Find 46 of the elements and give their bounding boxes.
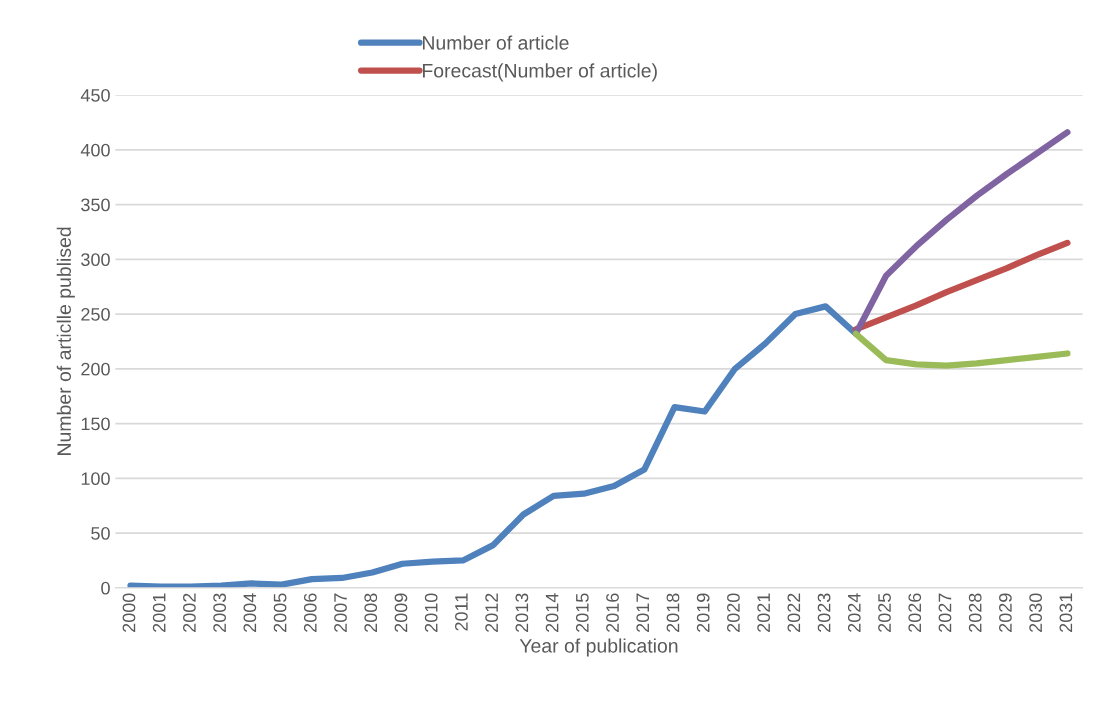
x-tick-label: 2018 xyxy=(666,593,680,632)
x-tick-label: 2017 xyxy=(636,593,650,632)
x-tick-label: 2002 xyxy=(183,593,196,632)
x-tick-label: 2023 xyxy=(817,593,831,632)
x-tick-label: 2009 xyxy=(394,593,408,632)
x-tick-label: 2011 xyxy=(455,593,468,631)
x-tick-label: 2006 xyxy=(303,593,317,632)
x-tick-label: 2021 xyxy=(757,593,771,632)
y-tick-label: 150 xyxy=(81,417,110,431)
legend-label: Forecast(Number of article) xyxy=(422,63,657,82)
x-tick-label: 2020 xyxy=(727,593,740,632)
x-tick-label: 2008 xyxy=(364,593,378,632)
y-axis-title: Number of articlle publised xyxy=(56,227,75,455)
y-tick-label: 400 xyxy=(80,143,110,157)
y-tick-label: 200 xyxy=(81,362,110,376)
x-tick-label: 2010 xyxy=(424,593,438,632)
x-tick-label: 2016 xyxy=(606,593,619,632)
y-tick-label: 250 xyxy=(81,308,110,321)
x-tick-label: 2014 xyxy=(545,593,559,632)
x-tick-label: 2030 xyxy=(1029,593,1043,632)
x-tick-label: 2019 xyxy=(696,593,710,632)
x-tick-label: 2000 xyxy=(122,593,136,632)
x-tick-label: 2028 xyxy=(968,593,982,632)
x-tick-label: 2003 xyxy=(213,593,227,632)
y-tick-label: 50 xyxy=(91,527,110,540)
x-tick-label: 2027 xyxy=(938,593,952,632)
x-tick-label: 2031 xyxy=(1059,593,1073,632)
x-tick-label: 2005 xyxy=(273,593,287,632)
x-tick-label: 2001 xyxy=(152,593,166,632)
x-tick-label: 2013 xyxy=(515,593,529,632)
y-tick-label: 0 xyxy=(101,581,110,595)
x-tick-label: 2022 xyxy=(787,593,801,632)
y-tick-label: 100 xyxy=(81,472,110,486)
y-tick-label: 300 xyxy=(81,253,110,267)
y-tick-label: 450 xyxy=(80,88,110,102)
x-tick-label: 2015 xyxy=(575,593,589,632)
x-tick-label: 2025 xyxy=(878,593,891,632)
y-tick-label: 350 xyxy=(81,198,110,212)
x-tick-label: 2029 xyxy=(999,593,1012,632)
x-axis-title: Year of publication xyxy=(519,638,678,657)
x-tick-label: 2024 xyxy=(847,593,861,632)
x-tick-label: 2004 xyxy=(243,593,257,632)
x-tick-label: 2007 xyxy=(334,593,347,632)
x-tick-label: 2012 xyxy=(485,593,499,632)
x-tick-label: 2026 xyxy=(908,593,922,632)
legend-label: Number of article xyxy=(422,35,569,50)
